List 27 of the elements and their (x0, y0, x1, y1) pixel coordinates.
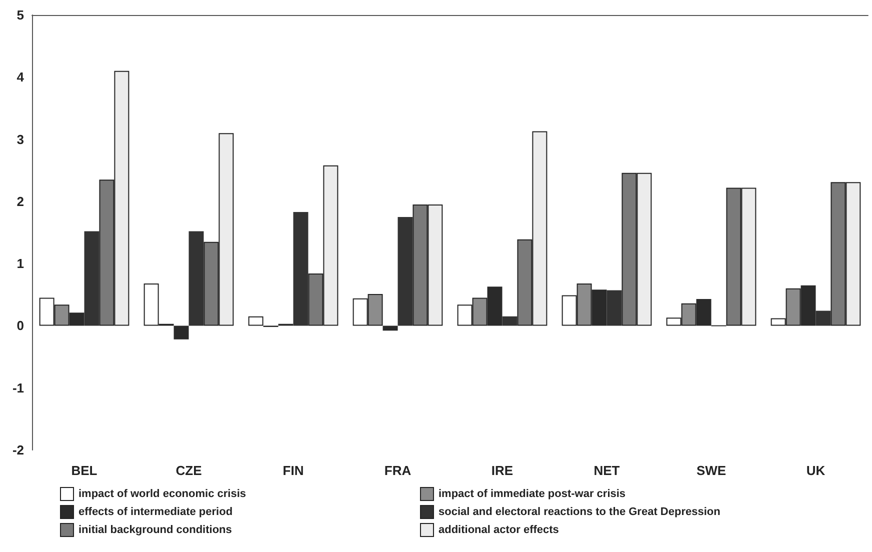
bar (174, 326, 189, 340)
y-tick-label: -2 (12, 442, 24, 458)
y-tick-label: 5 (16, 8, 24, 22)
y-tick-label: 0 (16, 318, 24, 334)
x-tick-label: SWE (696, 463, 726, 478)
y-tick-label: 1 (16, 256, 24, 272)
bar (248, 316, 264, 326)
bar (382, 326, 398, 331)
x-tick-label: FIN (282, 463, 304, 478)
bar (188, 231, 204, 326)
x-tick-label: FRA (384, 463, 412, 478)
y-tick-label: 2 (16, 194, 24, 209)
y-tick-label: 4 (16, 70, 25, 85)
x-tick-label: CZE (176, 463, 202, 478)
x-tick-label: UK (806, 463, 826, 478)
legend-label: social and electoral reactions to the Great Depression (438, 506, 721, 518)
legend-label: impact of world economic crisis (78, 488, 246, 500)
x-tick-label: IRE (491, 463, 514, 478)
legend-label: initial background conditions (78, 524, 232, 536)
legend-label: effects of intermediate period (78, 506, 233, 518)
y-tick-label: 3 (16, 132, 24, 147)
y-tick-label: -1 (12, 380, 24, 396)
legend-label: additional actor effects (438, 524, 559, 536)
bar (398, 216, 413, 326)
legend-label: impact of immediate post-war crisis (438, 488, 626, 500)
x-tick-label: NET (594, 463, 620, 478)
x-tick-label: BEL (71, 463, 98, 478)
